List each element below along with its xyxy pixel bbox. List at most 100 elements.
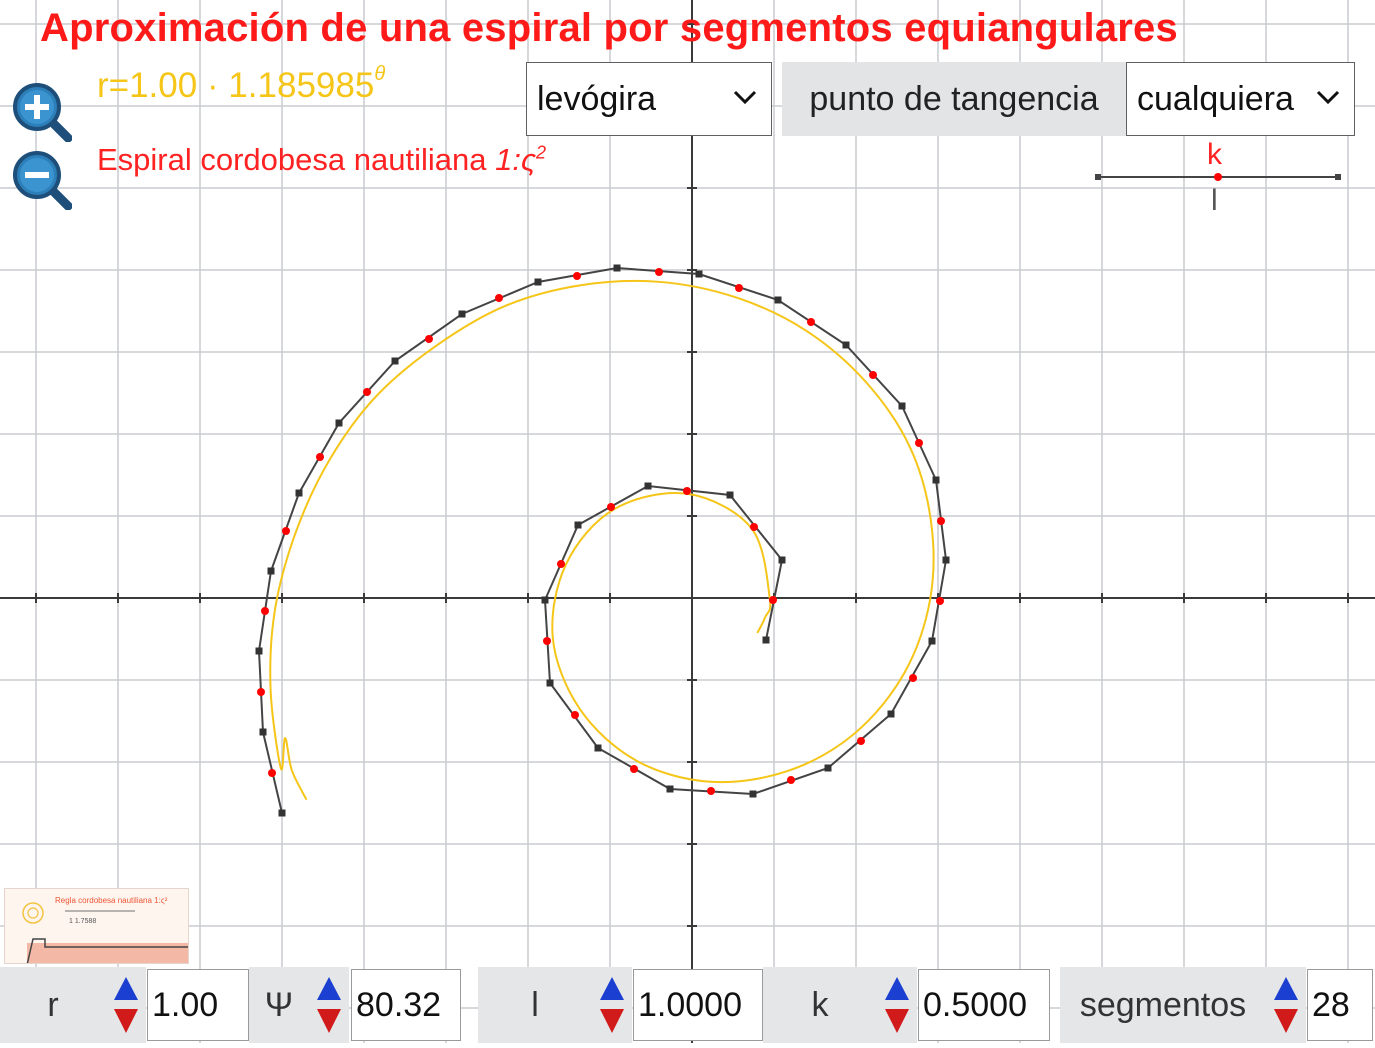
- segment-vertex: [695, 270, 703, 278]
- segment-vertex: [942, 556, 950, 564]
- tangent-point: [282, 527, 290, 535]
- tangent-point: [543, 637, 551, 645]
- k-spinner[interactable]: [877, 967, 917, 1043]
- tangent-label: punto de tangencia: [782, 62, 1126, 136]
- segment-vertex: [594, 744, 602, 752]
- triangle-down-icon[interactable]: [317, 1009, 341, 1033]
- tangent-point: [909, 674, 917, 682]
- tangent-point: [683, 487, 691, 495]
- page-title: Aproximación de una espiral por segmento…: [40, 6, 1178, 50]
- spiral-name-text: Espiral cordobesa nautiliana: [97, 142, 496, 177]
- segment-vertex: [335, 419, 343, 427]
- psi-label: Ψ: [249, 967, 309, 1043]
- triangle-up-icon[interactable]: [1274, 977, 1298, 1000]
- triangle-down-icon[interactable]: [600, 1009, 624, 1033]
- tangent-point: [630, 765, 638, 773]
- direction-select[interactable]: levógira: [526, 62, 772, 136]
- spiral-layer: [269, 279, 935, 801]
- slider-knob[interactable]: [1214, 173, 1222, 181]
- segment-polyline: [257, 266, 948, 814]
- l-spinner[interactable]: [592, 967, 632, 1043]
- tangent-point: [571, 711, 579, 719]
- zoom-in-icon[interactable]: [10, 80, 72, 142]
- tangent-point: [857, 737, 865, 745]
- slider-k-label: k: [1207, 138, 1222, 171]
- tangent-point: [655, 268, 663, 276]
- tangent-point: [573, 272, 581, 280]
- direction-select-value: levógira: [537, 79, 657, 118]
- l-label: l: [478, 967, 592, 1043]
- slider-l-label: l: [1211, 184, 1218, 217]
- tangent-point: [557, 560, 565, 568]
- tangent-point: [869, 371, 877, 379]
- thumbnail-image: Regla cordobesa nautiliana 1:ς² 1 1.7588: [22, 896, 188, 963]
- spiral-formula: r=1.00 · 1.185985θ: [97, 63, 386, 106]
- thumbnail-title: Regla cordobesa nautiliana 1:ς²: [55, 896, 168, 905]
- psi-input[interactable]: 80.32: [351, 969, 461, 1041]
- chevron-down-icon: [1316, 90, 1340, 105]
- segment-vertex: [255, 647, 263, 655]
- segments-label: segmentos: [1060, 967, 1266, 1043]
- r-label: r: [0, 967, 106, 1043]
- tangent-point: [707, 787, 715, 795]
- segment-vertex: [259, 728, 267, 736]
- k-label: k: [763, 967, 877, 1043]
- segments-input[interactable]: 28: [1307, 969, 1373, 1041]
- segments-layer: [255, 264, 950, 817]
- segment-vertex: [546, 679, 554, 687]
- thumbnail-preview[interactable]: Regla cordobesa nautiliana 1:ς² 1 1.7588: [4, 888, 189, 964]
- tangent-point: [495, 294, 503, 302]
- tangent-point: [363, 388, 371, 396]
- zoom-out-icon[interactable]: [10, 148, 72, 210]
- segment-vertex: [613, 264, 621, 272]
- segment-vertex: [887, 710, 895, 718]
- segment-vertex: [295, 489, 303, 497]
- triangle-up-icon[interactable]: [114, 977, 138, 1000]
- tangent-point: [787, 776, 795, 784]
- segment-vertex: [898, 402, 906, 410]
- segment-vertex: [749, 790, 757, 798]
- segments-spinner[interactable]: [1266, 967, 1306, 1043]
- r-input[interactable]: 1.00: [147, 969, 249, 1041]
- psi-spinner[interactable]: [309, 967, 349, 1043]
- segment-vertex: [778, 556, 786, 564]
- triangle-up-icon[interactable]: [885, 977, 909, 1000]
- chevron-down-icon: [733, 90, 757, 105]
- segment-vertex: [842, 341, 850, 349]
- segment-vertex: [534, 278, 542, 286]
- tangent-point: [268, 769, 276, 777]
- segment-vertex: [644, 482, 652, 490]
- triangle-down-icon[interactable]: [114, 1009, 138, 1033]
- tangent-point: [807, 318, 815, 326]
- triangle-down-icon[interactable]: [885, 1009, 909, 1033]
- triangle-up-icon[interactable]: [600, 977, 624, 1000]
- tangent-point: [316, 453, 324, 461]
- tangent-point: [936, 597, 944, 605]
- tangent-point: [257, 688, 265, 696]
- l-input[interactable]: 1.0000: [633, 969, 763, 1041]
- segment-vertex: [391, 357, 399, 365]
- spiral-ratio-exponent: 2: [536, 142, 547, 163]
- segment-vertex: [278, 809, 286, 817]
- tangent-point: [769, 596, 777, 604]
- k-input[interactable]: 0.5000: [918, 969, 1050, 1041]
- tangent-point: [937, 517, 945, 525]
- k-slider[interactable]: [1095, 173, 1341, 181]
- segment-vertex: [267, 567, 275, 575]
- r-spinner[interactable]: [106, 967, 146, 1043]
- triangle-up-icon[interactable]: [317, 977, 341, 1000]
- formula-base: r=1.00 · 1.185985: [97, 66, 375, 105]
- thumbnail-caption: 1 1.7588: [69, 918, 96, 925]
- triangle-down-icon[interactable]: [1274, 1009, 1298, 1033]
- spiral-name: Espiral cordobesa nautiliana 1:ς2: [97, 142, 546, 178]
- tangent-select[interactable]: cualquiera: [1126, 62, 1355, 136]
- formula-exponent: θ: [374, 63, 386, 86]
- tangent-select-value: cualquiera: [1137, 79, 1294, 118]
- segment-vertex: [726, 491, 734, 499]
- spiral-ratio: 1:ς2: [495, 142, 546, 177]
- segment-vertex: [574, 521, 582, 529]
- segment-vertex: [666, 785, 674, 793]
- tangent-point: [750, 523, 758, 531]
